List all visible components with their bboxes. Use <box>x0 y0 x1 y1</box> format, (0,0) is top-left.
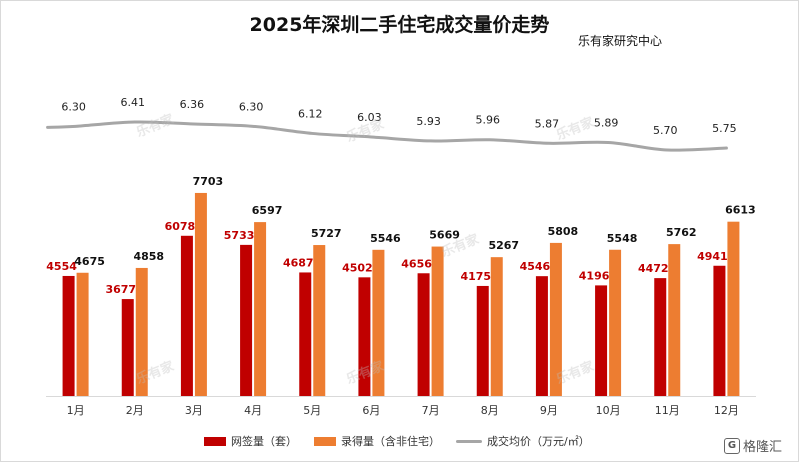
data-label-avg-price: 6.03 <box>357 111 382 124</box>
x-tick-label: 4月 <box>244 404 262 417</box>
x-tick-label: 10月 <box>596 404 621 417</box>
legend-label-recorded: 录得量（含非住宅） <box>341 435 440 448</box>
data-label-avg-price: 6.41 <box>121 96 146 109</box>
x-tick-label: 9月 <box>540 404 558 417</box>
data-label-avg-price: 6.30 <box>61 100 86 113</box>
bar-recorded <box>668 244 681 396</box>
bar-recorded <box>609 249 622 396</box>
source-label: 乐有家研究中心 <box>578 34 663 48</box>
data-label-recorded: 7703 <box>193 175 224 188</box>
x-tick-label: 1月 <box>67 404 85 417</box>
data-label-avg-price: 5.87 <box>535 117 560 130</box>
legend-swatch-avg-price <box>456 439 482 443</box>
legend-item-net-sign: 网签量（套） <box>204 433 297 449</box>
data-label-net-sign: 4656 <box>401 257 432 270</box>
data-label-avg-price: 5.75 <box>712 122 737 135</box>
data-label-recorded: 6597 <box>252 204 283 217</box>
x-tick-label: 5月 <box>303 404 321 417</box>
x-tick-label: 11月 <box>655 404 680 417</box>
bar-net-sign <box>358 277 371 396</box>
data-label-net-sign: 4687 <box>283 256 314 269</box>
bar-recorded <box>313 245 326 396</box>
corner-logo: G 格隆汇 <box>724 436 782 455</box>
data-label-avg-price: 5.93 <box>416 115 441 128</box>
legend: 网签量（套） 录得量（含非住宅） 成交均价（万元/㎡） <box>0 433 799 449</box>
series-line-avg-price <box>46 120 728 152</box>
logo-icon: G <box>724 437 740 454</box>
x-tick-label: 6月 <box>362 404 380 417</box>
data-label-net-sign: 5733 <box>224 229 255 242</box>
legend-swatch-recorded <box>314 436 336 446</box>
data-label-avg-price: 6.36 <box>180 98 205 111</box>
data-label-recorded: 4858 <box>133 250 164 263</box>
data-label-net-sign: 4554 <box>46 260 77 273</box>
legend-label-net-sign: 网签量（套） <box>231 435 297 448</box>
bar-net-sign <box>713 265 726 396</box>
data-label-net-sign: 4175 <box>460 270 491 283</box>
chart-title: 2025年深圳二手住宅成交量价走势 <box>249 14 550 36</box>
data-label-recorded: 5267 <box>488 239 519 252</box>
bar-recorded <box>549 242 562 396</box>
data-label-net-sign: 6078 <box>165 220 196 233</box>
bar-recorded <box>490 257 503 396</box>
x-tick-label: 2月 <box>126 404 144 417</box>
data-label-avg-price: 6.30 <box>239 100 264 113</box>
bar-net-sign <box>62 275 75 396</box>
data-label-net-sign: 4502 <box>342 261 373 274</box>
bar-recorded <box>254 222 267 396</box>
bar-net-sign <box>535 276 548 396</box>
bar-recorded <box>431 246 444 396</box>
data-label-recorded: 5669 <box>429 229 460 242</box>
bar-recorded <box>194 192 207 396</box>
data-label-net-sign: 4196 <box>579 269 610 282</box>
bar-recorded <box>727 221 740 396</box>
bar-recorded <box>135 267 148 396</box>
legend-item-recorded: 录得量（含非住宅） <box>314 433 440 449</box>
bar-net-sign <box>595 285 608 396</box>
data-label-recorded: 5546 <box>370 232 401 245</box>
data-label-net-sign: 4546 <box>520 260 551 273</box>
data-label-avg-price: 6.12 <box>298 107 323 120</box>
bar-net-sign <box>180 235 193 396</box>
data-label-recorded: 4675 <box>74 255 105 268</box>
data-label-net-sign: 3677 <box>105 283 136 296</box>
bar-net-sign <box>299 272 312 396</box>
bar-net-sign <box>654 278 667 396</box>
legend-label-avg-price: 成交均价（万元/㎡） <box>487 435 590 448</box>
x-tick-label: 12月 <box>714 404 739 417</box>
legend-item-avg-price: 成交均价（万元/㎡） <box>456 433 590 449</box>
bar-recorded <box>76 272 89 396</box>
data-label-net-sign: 4472 <box>638 262 669 275</box>
data-label-recorded: 5548 <box>607 232 638 245</box>
x-tick-label: 7月 <box>422 404 440 417</box>
data-label-net-sign: 4941 <box>697 250 728 263</box>
data-label-avg-price: 5.96 <box>476 114 501 127</box>
bar-net-sign <box>240 244 253 396</box>
bar-net-sign <box>476 285 489 396</box>
data-label-recorded: 6613 <box>725 204 756 217</box>
logo-text: 格隆汇 <box>743 440 783 455</box>
x-tick-label: 3月 <box>185 404 203 417</box>
bar-net-sign <box>417 273 430 396</box>
bar-recorded <box>372 249 385 396</box>
x-tick-label: 8月 <box>481 404 499 417</box>
data-label-avg-price: 5.70 <box>653 124 678 137</box>
data-label-avg-price: 5.89 <box>594 117 619 130</box>
data-label-recorded: 5727 <box>311 227 342 240</box>
legend-swatch-net-sign <box>204 436 226 446</box>
data-label-recorded: 5762 <box>666 226 697 239</box>
bar-net-sign <box>121 299 134 396</box>
data-label-recorded: 5808 <box>548 225 579 238</box>
